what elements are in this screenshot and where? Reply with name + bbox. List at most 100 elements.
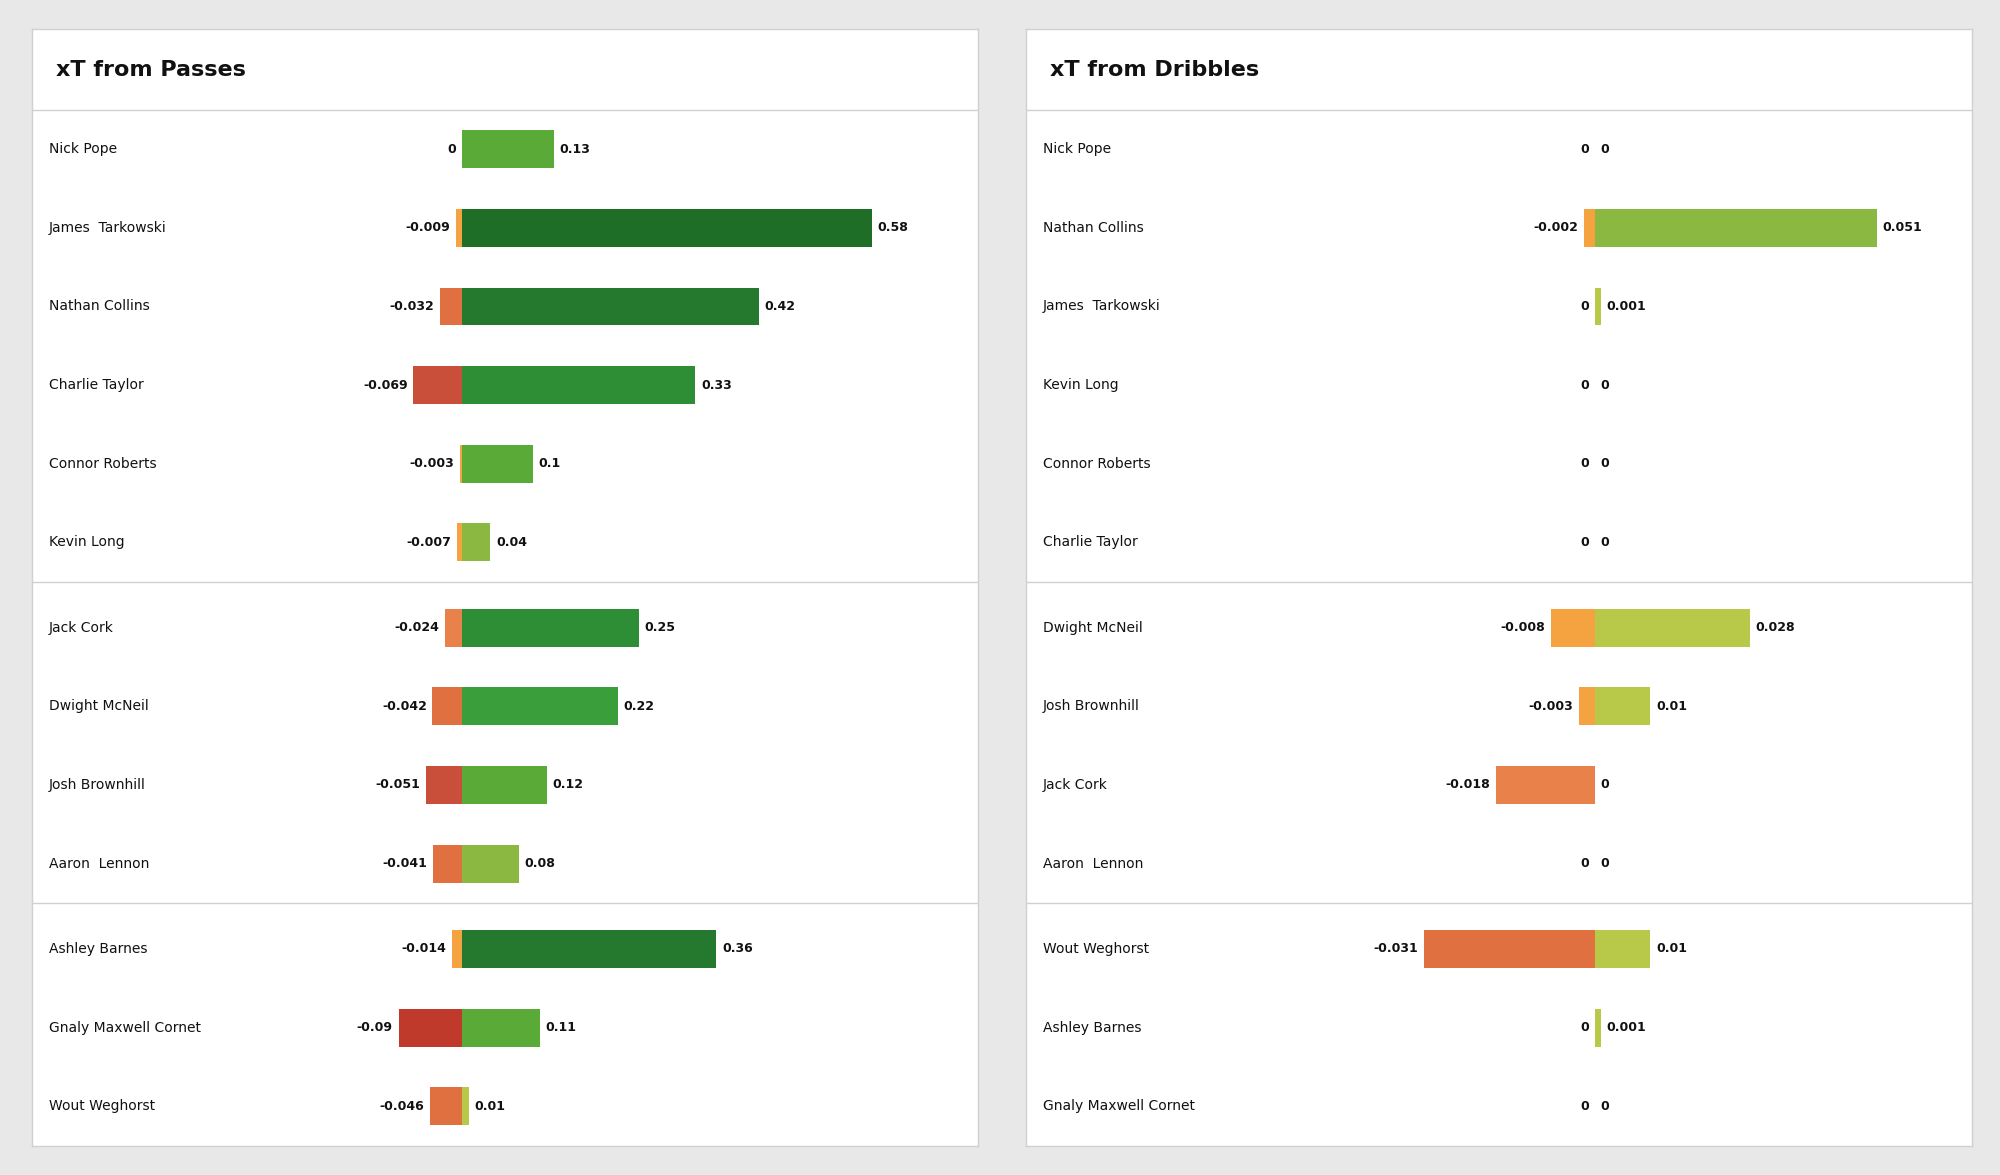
Text: Nathan Collins: Nathan Collins xyxy=(1044,221,1144,235)
Text: 0.01: 0.01 xyxy=(474,1100,506,1113)
Bar xyxy=(1596,288,1600,325)
Bar xyxy=(1578,687,1596,725)
Text: 0: 0 xyxy=(448,142,456,155)
Bar xyxy=(1584,209,1596,247)
Text: 0.58: 0.58 xyxy=(878,221,908,234)
Text: 0: 0 xyxy=(1600,779,1610,792)
Text: -0.024: -0.024 xyxy=(394,622,440,634)
Text: Kevin Long: Kevin Long xyxy=(50,536,124,550)
Bar xyxy=(440,288,462,325)
Text: 0: 0 xyxy=(1580,378,1590,391)
Text: xT from Dribbles: xT from Dribbles xyxy=(1050,60,1258,80)
Bar xyxy=(1552,609,1596,646)
Bar xyxy=(460,445,462,483)
Bar xyxy=(462,130,554,168)
Text: James  Tarkowski: James Tarkowski xyxy=(50,221,166,235)
Text: Jack Cork: Jack Cork xyxy=(50,620,114,634)
Text: Gnaly Maxwell Cornet: Gnaly Maxwell Cornet xyxy=(50,1021,202,1035)
Text: Ashley Barnes: Ashley Barnes xyxy=(50,942,148,956)
Text: -0.018: -0.018 xyxy=(1446,779,1490,792)
Text: Connor Roberts: Connor Roberts xyxy=(50,457,156,471)
Text: Josh Brownhill: Josh Brownhill xyxy=(50,778,146,792)
Text: -0.069: -0.069 xyxy=(364,378,408,391)
Text: 0.051: 0.051 xyxy=(1882,221,1922,234)
Text: 0: 0 xyxy=(1600,536,1610,549)
Text: 0.1: 0.1 xyxy=(538,457,560,470)
Text: 0: 0 xyxy=(1600,457,1610,470)
Text: -0.09: -0.09 xyxy=(356,1021,392,1034)
Text: Kevin Long: Kevin Long xyxy=(1044,378,1118,392)
Text: xT from Passes: xT from Passes xyxy=(56,60,246,80)
Text: Ashley Barnes: Ashley Barnes xyxy=(1044,1021,1142,1035)
Text: 0: 0 xyxy=(1600,378,1610,391)
Text: Connor Roberts: Connor Roberts xyxy=(1044,457,1150,471)
Bar xyxy=(1596,687,1650,725)
Text: 0.001: 0.001 xyxy=(1606,300,1646,313)
Text: Charlie Taylor: Charlie Taylor xyxy=(50,378,144,392)
Bar xyxy=(1596,931,1650,968)
Bar xyxy=(452,931,462,968)
Text: 0.08: 0.08 xyxy=(524,857,556,871)
Text: 0: 0 xyxy=(1600,1100,1610,1113)
Bar xyxy=(462,523,490,562)
Bar xyxy=(462,1087,470,1126)
Text: -0.009: -0.009 xyxy=(406,221,450,234)
Text: 0.12: 0.12 xyxy=(552,779,584,792)
Text: 0.42: 0.42 xyxy=(764,300,796,313)
Text: -0.041: -0.041 xyxy=(382,857,428,871)
Text: Gnaly Maxwell Cornet: Gnaly Maxwell Cornet xyxy=(1044,1100,1196,1113)
Bar xyxy=(430,1087,462,1126)
Text: 0: 0 xyxy=(1600,857,1610,871)
Bar xyxy=(462,1009,540,1047)
Text: Charlie Taylor: Charlie Taylor xyxy=(1044,536,1138,550)
Bar xyxy=(426,766,462,804)
Bar xyxy=(434,845,462,882)
Bar xyxy=(446,609,462,646)
Text: 0.22: 0.22 xyxy=(624,700,654,713)
Text: Dwight McNeil: Dwight McNeil xyxy=(1044,620,1142,634)
Text: Dwight McNeil: Dwight McNeil xyxy=(50,699,148,713)
Bar xyxy=(414,367,462,404)
Text: 0.33: 0.33 xyxy=(700,378,732,391)
Text: Wout Weghorst: Wout Weghorst xyxy=(1044,942,1150,956)
Text: 0: 0 xyxy=(1580,1021,1590,1034)
Text: -0.032: -0.032 xyxy=(390,300,434,313)
Text: -0.008: -0.008 xyxy=(1500,622,1546,634)
Bar xyxy=(1424,931,1596,968)
Text: 0: 0 xyxy=(1580,457,1590,470)
Text: 0.01: 0.01 xyxy=(1656,700,1688,713)
Text: Aaron  Lennon: Aaron Lennon xyxy=(1044,857,1144,871)
Text: -0.014: -0.014 xyxy=(402,942,446,955)
Bar xyxy=(462,766,546,804)
Text: -0.003: -0.003 xyxy=(410,457,454,470)
Text: 0: 0 xyxy=(1580,1100,1590,1113)
Text: -0.042: -0.042 xyxy=(382,700,426,713)
Text: -0.002: -0.002 xyxy=(1534,221,1578,234)
Bar xyxy=(462,288,758,325)
Text: James  Tarkowski: James Tarkowski xyxy=(1044,300,1160,314)
Bar xyxy=(462,209,872,247)
Bar xyxy=(398,1009,462,1047)
Text: -0.031: -0.031 xyxy=(1374,942,1418,955)
Text: 0: 0 xyxy=(1580,857,1590,871)
Text: 0: 0 xyxy=(1580,300,1590,313)
Bar xyxy=(1596,609,1750,646)
Text: Nick Pope: Nick Pope xyxy=(50,142,118,156)
Bar xyxy=(1496,766,1596,804)
Bar xyxy=(456,209,462,247)
Text: 0.11: 0.11 xyxy=(546,1021,576,1034)
Text: -0.007: -0.007 xyxy=(406,536,452,549)
Text: Nathan Collins: Nathan Collins xyxy=(50,300,150,314)
Text: 0: 0 xyxy=(1580,142,1590,155)
Bar xyxy=(1596,209,1876,247)
Text: 0: 0 xyxy=(1580,536,1590,549)
Bar xyxy=(462,609,638,646)
Text: 0.01: 0.01 xyxy=(1656,942,1688,955)
Bar xyxy=(462,845,518,882)
Text: 0: 0 xyxy=(1600,142,1610,155)
Text: -0.051: -0.051 xyxy=(376,779,420,792)
Text: Jack Cork: Jack Cork xyxy=(1044,778,1108,792)
Text: Josh Brownhill: Josh Brownhill xyxy=(1044,699,1140,713)
Text: 0.04: 0.04 xyxy=(496,536,528,549)
Bar xyxy=(462,931,716,968)
